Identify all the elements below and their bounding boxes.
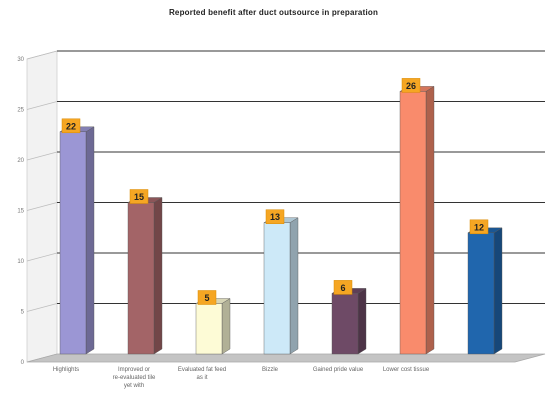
gridline-side [26, 252, 58, 262]
bar [467, 232, 495, 355]
data-label-box [129, 189, 149, 204]
bar [331, 293, 359, 355]
data-label: 5 [204, 293, 209, 303]
x-category-label: Gained pride value [313, 367, 364, 373]
x-category-label: Improved or re-evaluated tile yet with [113, 367, 156, 389]
x-category-label: Lower cost tissue [383, 367, 430, 373]
y-tick-label: 30 [17, 57, 24, 63]
data-label-box [333, 280, 353, 295]
data-label-box [469, 219, 489, 235]
x-category-label: Highlights [53, 367, 79, 373]
bar [399, 91, 427, 355]
bar-side [85, 126, 95, 355]
data-label-box [61, 118, 81, 134]
gridline-side [26, 202, 58, 211]
bar-side [289, 217, 299, 355]
y-tick-label: 25 [17, 108, 24, 114]
bar [127, 202, 155, 355]
gridline-side [26, 101, 58, 110]
x-category-label: Bizzle [262, 367, 279, 373]
bar [195, 303, 223, 355]
y-tick-label: 10 [17, 259, 24, 265]
chart-floor [26, 353, 546, 363]
gridline-side [26, 50, 58, 60]
data-label: 12 [474, 222, 484, 232]
gridline-side [26, 303, 58, 312]
bar [59, 131, 87, 355]
data-label-box [197, 290, 217, 305]
gridline-side [26, 151, 58, 161]
bar-side [425, 86, 435, 355]
data-label: 26 [406, 81, 416, 91]
data-label: 13 [270, 212, 280, 222]
bar [263, 222, 291, 355]
data-label-box [401, 78, 421, 93]
bar-side [221, 298, 231, 355]
data-label-box [265, 209, 285, 224]
x-category-label: Evaluated fat feed as it [178, 367, 226, 381]
chart-title: Reported benefit after duct outsource in… [168, 8, 379, 17]
bar-side [153, 197, 163, 355]
y-tick-label: 15 [17, 209, 24, 215]
data-label: 6 [340, 283, 345, 293]
y-tick-label: 0 [21, 360, 25, 366]
y-tick-label: 20 [17, 158, 24, 164]
bar-side [493, 227, 503, 355]
bar-side [357, 288, 367, 355]
y-tick-label: 5 [21, 310, 25, 316]
data-label: 15 [134, 192, 144, 202]
data-label: 22 [66, 121, 76, 131]
